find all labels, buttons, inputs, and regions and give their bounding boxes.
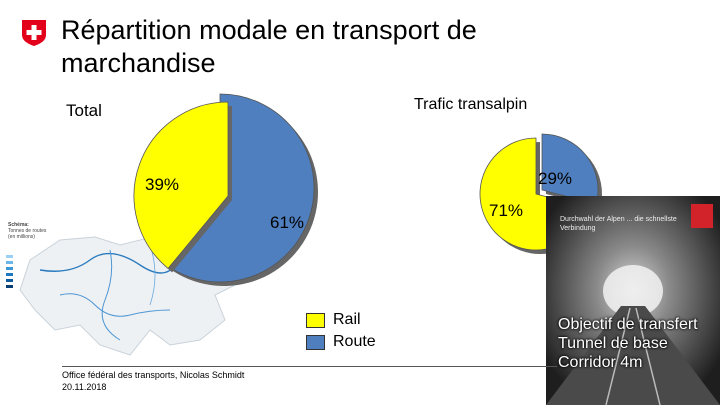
- swiss-cross-logo-icon: [22, 20, 46, 46]
- photo-caption: Objectif de transfert Tunnel de base Cor…: [558, 315, 698, 372]
- pie-slice-rail: [133, 101, 229, 269]
- legend-swatch-road: [306, 334, 325, 350]
- photo-caption-line3: Corridor 4m: [558, 354, 643, 371]
- tunnel-photo: [546, 196, 720, 405]
- pie-slice-road: [541, 133, 599, 205]
- pie-transalpin-label-road: 29%: [538, 169, 572, 188]
- pie-transalpin-label-rail: 71%: [489, 201, 523, 220]
- chart-title-transalpin: Trafic transalpin: [414, 96, 528, 113]
- chart-title-total: Total: [66, 101, 102, 120]
- tunnel-illustration: [546, 196, 720, 405]
- footer-divider: [62, 366, 557, 367]
- footer-author: Office fédéral des transports, Nicolas S…: [62, 370, 245, 380]
- pie-total-label-rail: 39%: [145, 175, 179, 194]
- pie-total-label-road: 61%: [270, 213, 304, 232]
- footer-date: 20.11.2018: [62, 382, 107, 392]
- map-legend: Schéma: Tonnes de routes (en millions): [8, 222, 48, 240]
- footer: Office fédéral des transports, Nicolas S…: [62, 369, 244, 393]
- pie-total: [133, 93, 318, 286]
- photo-caption-line2: Tunnel de base: [558, 335, 668, 352]
- page-title: Répartition modale en transport de march…: [61, 15, 477, 78]
- legend-item-rail: Rail: [306, 309, 376, 331]
- photo-headline: Durchwahl der Alpen ... die schnellste V…: [560, 216, 677, 232]
- map-legend-subtitle: Tonnes de routes (en millions): [8, 228, 47, 240]
- map-legend-title: Schéma:: [8, 222, 29, 228]
- chart-legend: Rail Route: [306, 309, 376, 353]
- photo-caption-line1: Objectif de transfert: [558, 316, 698, 333]
- legend-label-rail: Rail: [333, 311, 361, 328]
- legend-item-road: Route: [306, 331, 376, 353]
- legend-label-road: Route: [333, 333, 376, 350]
- legend-swatch-rail: [306, 312, 325, 328]
